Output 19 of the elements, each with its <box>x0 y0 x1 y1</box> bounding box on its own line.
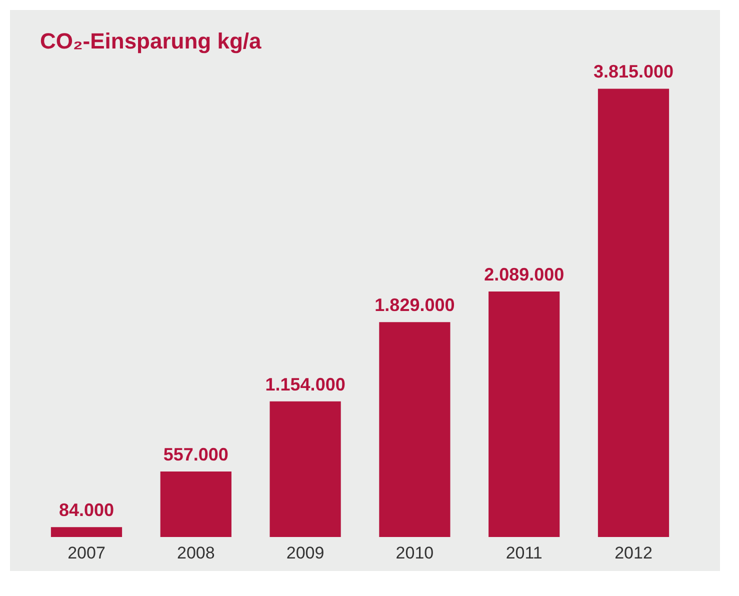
bar <box>598 88 670 537</box>
bar <box>379 322 450 537</box>
bar <box>160 472 232 537</box>
x-tick-label: 2007 <box>68 544 106 562</box>
data-label: 1.829.000 <box>374 295 455 316</box>
x-tick-label: 2012 <box>614 544 652 562</box>
data-label: 84.000 <box>58 500 114 520</box>
bar <box>270 401 341 537</box>
data-label: 3.815.000 <box>593 62 674 82</box>
x-tick-label: 2009 <box>286 544 324 562</box>
x-tick-label: 2010 <box>396 544 434 562</box>
x-tick-label: 2008 <box>176 544 215 562</box>
chart-title: CO₂-Einsparung kg/a <box>40 28 262 54</box>
data-label: 2.089.000 <box>484 264 564 285</box>
data-label: 1.154.000 <box>265 374 346 394</box>
bar <box>50 527 122 537</box>
data-label: 557.000 <box>163 444 228 465</box>
bar <box>488 292 560 537</box>
x-tick-label: 2011 <box>506 544 542 562</box>
